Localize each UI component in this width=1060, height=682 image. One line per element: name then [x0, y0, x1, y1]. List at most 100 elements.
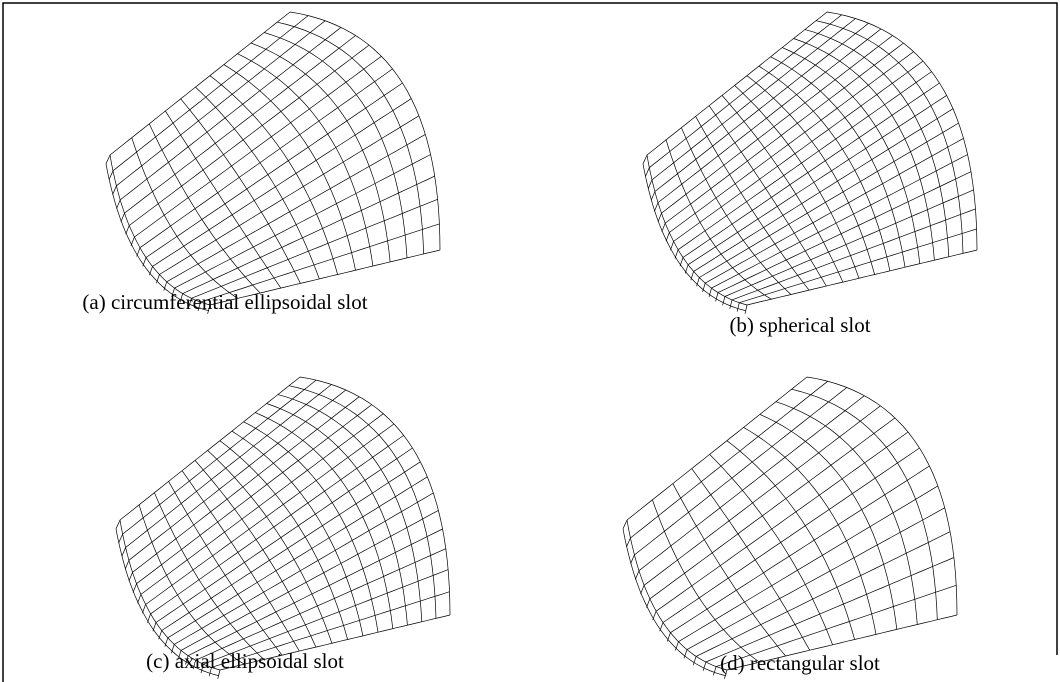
figure-frame: [3, 3, 1057, 682]
caption: (c) axial ellipsoidal slot: [146, 649, 344, 673]
mesh-line: [623, 529, 726, 676]
mesh-line: [647, 12, 827, 155]
mesh-line: [658, 213, 662, 222]
mesh-line: [116, 520, 120, 529]
mesh-line: [232, 431, 363, 636]
mesh-line: [167, 134, 426, 281]
mesh-line: [759, 66, 890, 271]
mesh-line: [675, 250, 678, 259]
mesh-line: [723, 297, 725, 306]
mesh-line: [121, 213, 125, 222]
mesh-line: [289, 386, 436, 619]
mesh-line: [151, 435, 404, 613]
mesh-line: [210, 76, 338, 275]
mesh-line: [188, 529, 443, 656]
mesh-line: [782, 48, 920, 264]
mesh-line: [634, 388, 846, 555]
mesh-line: [696, 532, 950, 657]
mesh-line: [654, 203, 658, 212]
mesh-line: [134, 56, 381, 237]
mesh-line: [120, 377, 300, 520]
mesh-line: [747, 76, 875, 275]
mesh-line: [653, 611, 656, 620]
mesh-line: [220, 441, 348, 640]
mesh-line: [713, 667, 716, 676]
mesh-line: [244, 422, 378, 632]
mesh-line: [153, 623, 156, 632]
mesh-line: [142, 605, 145, 614]
mesh-line: [175, 155, 431, 289]
mesh-line: [141, 414, 383, 595]
mesh-line: [129, 390, 346, 560]
mesh-line: [660, 623, 663, 632]
figure: (a) circumferential ellipsoidal slot (b)…: [0, 0, 1060, 682]
mesh-line: [643, 155, 647, 164]
mesh-line: [182, 471, 299, 651]
mesh-line: [183, 176, 435, 294]
mesh-line: [648, 180, 652, 189]
mesh-line: [699, 123, 958, 278]
mesh-line: [140, 69, 393, 248]
mesh-line: [652, 19, 856, 180]
mesh-line: [685, 265, 688, 274]
mesh-line: [662, 223, 665, 232]
mesh-line: [712, 155, 968, 289]
mesh-line: [670, 241, 673, 250]
mesh-line: [680, 258, 683, 267]
mesh-line: [646, 599, 650, 608]
mesh-line: [627, 538, 631, 547]
mesh-line: [129, 572, 133, 581]
mesh-line: [744, 427, 876, 634]
mesh-line: [641, 585, 645, 594]
mesh-line: [132, 138, 238, 299]
mesh-line: [131, 237, 134, 246]
mesh-line: [109, 171, 113, 180]
mesh-line: [631, 555, 635, 564]
mesh-line: [623, 520, 627, 529]
mesh-line: [669, 52, 913, 233]
mesh-line: [146, 424, 394, 605]
mesh-line: [687, 508, 945, 650]
mesh-line: [162, 462, 421, 631]
mesh-line: [154, 493, 264, 660]
mesh-line: [137, 405, 372, 584]
mesh-line: [133, 584, 137, 593]
mesh-line: [147, 614, 150, 623]
mesh-line: [119, 534, 123, 543]
mesh-line: [129, 45, 369, 225]
mesh-line: [651, 192, 655, 201]
mesh-line: [747, 250, 977, 305]
mesh-line: [290, 12, 440, 250]
mesh-line: [143, 258, 146, 267]
mesh-line: [627, 377, 807, 520]
mesh-line: [181, 99, 301, 284]
mesh-line: [224, 65, 356, 271]
mesh-line: [645, 168, 649, 177]
mesh-line: [126, 385, 332, 548]
mesh-line: [635, 571, 639, 580]
mesh-line: [665, 43, 903, 223]
mesh-line: [117, 200, 121, 209]
meshes: [106, 12, 977, 679]
mesh-line: [739, 229, 976, 303]
mesh-line: [730, 300, 732, 309]
mesh-line: [760, 414, 897, 629]
caption: (a) circumferential ellipsoidal slot: [82, 290, 367, 314]
caption: (d) rectangular slot: [720, 651, 880, 675]
mesh-line: [120, 27, 341, 200]
mesh-line: [126, 226, 130, 235]
mesh-line: [113, 16, 308, 171]
mesh-line: [159, 631, 162, 640]
mesh-line: [110, 12, 290, 155]
mesh-line: [113, 186, 117, 195]
caption: (b) spherical slot: [729, 313, 870, 337]
mesh-line: [159, 116, 419, 275]
mesh-line: [149, 266, 152, 275]
mesh-line: [706, 558, 954, 663]
mesh-line: [137, 248, 140, 257]
mesh-line: [703, 662, 706, 671]
mesh-line: [181, 510, 438, 650]
mesh-line: [649, 15, 841, 168]
mesh-line: [737, 303, 739, 312]
mesh-line: [267, 404, 408, 626]
